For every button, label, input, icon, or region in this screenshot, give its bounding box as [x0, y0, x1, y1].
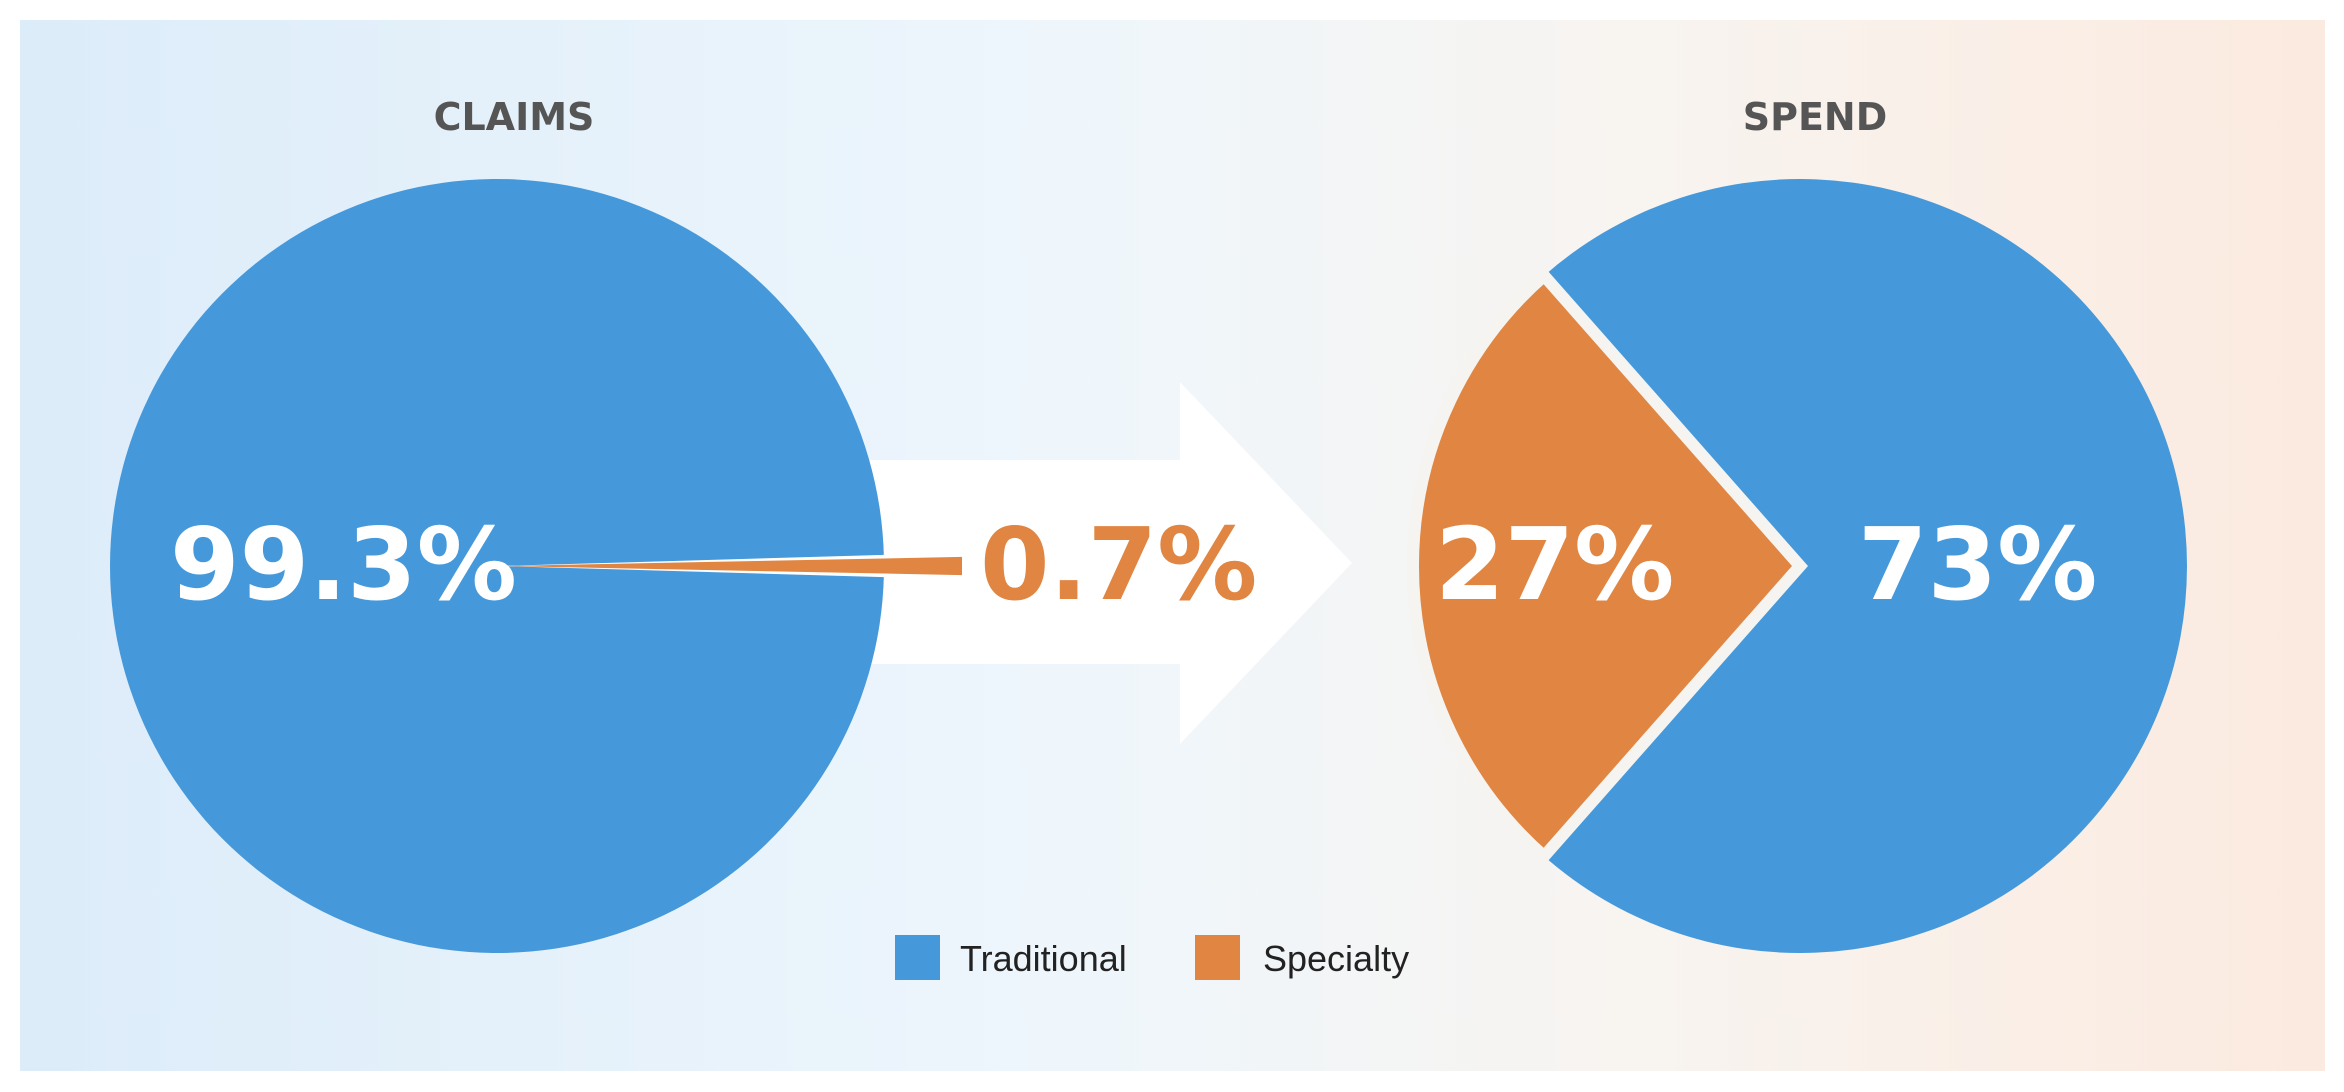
- claims-pie: [110, 179, 962, 953]
- spend-pie: [1407, 179, 2188, 954]
- spend-specialty-label: 27%: [1435, 506, 1674, 623]
- spend-slice-traditional: [1544, 179, 2188, 954]
- claims-slice-traditional: [110, 179, 884, 953]
- spend-traditional-label: 73%: [1858, 506, 2097, 623]
- claims-slice-specialty: [500, 556, 962, 576]
- spend-title: SPEND: [1743, 95, 1888, 139]
- spend-slice-specialty: [1407, 267, 1808, 865]
- claims-title: CLAIMS: [434, 95, 595, 139]
- spend-specialty-wedge: [1407, 267, 1808, 865]
- legend-swatch-specialty: [1195, 935, 1240, 980]
- legend-label-specialty: Specialty: [1263, 938, 1409, 979]
- claims-specialty-label: 0.7%: [980, 506, 1257, 623]
- legend-label-traditional: Traditional: [960, 938, 1127, 979]
- claims-traditional-label: 99.3%: [170, 506, 517, 623]
- legend-swatch-traditional: [895, 935, 940, 980]
- connector-arrow: [870, 382, 1352, 744]
